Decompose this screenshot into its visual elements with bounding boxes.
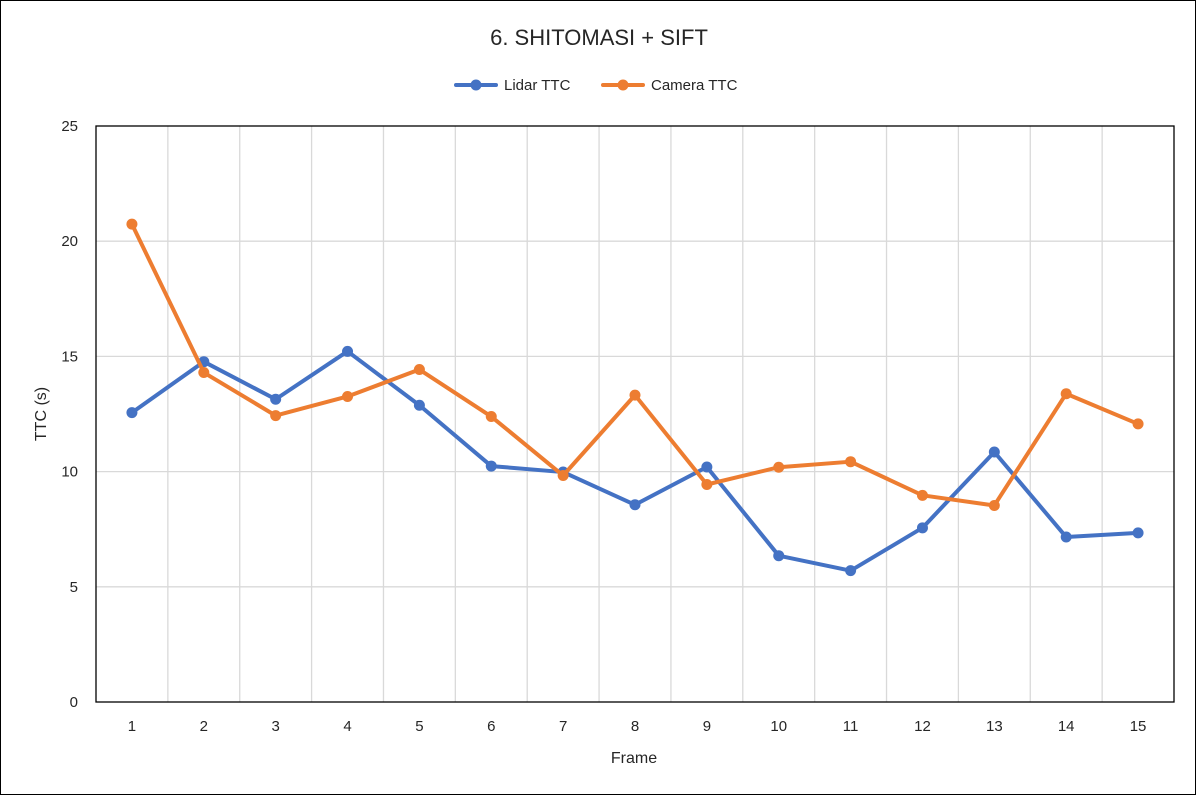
y-tick-label: 10: [61, 464, 78, 481]
series-camera-ttc: [126, 218, 1144, 511]
x-tick-label: 5: [415, 718, 423, 735]
data-point-lidar-ttc: [916, 522, 928, 534]
y-tick-label: 25: [61, 118, 78, 135]
y-tick-label: 0: [70, 694, 78, 711]
x-tick-label: 1: [128, 718, 136, 735]
x-tick-label: 4: [343, 718, 351, 735]
x-tick-label: 7: [559, 718, 567, 735]
y-tick-label: 5: [70, 579, 78, 596]
x-tick-label: 2: [200, 718, 208, 735]
data-point-lidar-ttc: [773, 550, 785, 562]
series-line-lidar-ttc: [129, 349, 1141, 573]
data-point-camera-ttc: [773, 461, 785, 473]
series-line-camera-ttc: [129, 222, 1141, 508]
x-tick-label: 6: [487, 718, 495, 735]
legend-label-camera: Camera TTC: [651, 77, 738, 94]
data-point-lidar-ttc: [1060, 531, 1072, 543]
legend-marker-lidar: [470, 79, 482, 91]
data-point-lidar-ttc: [485, 460, 497, 472]
x-tick-label: 9: [703, 718, 711, 735]
plot-area-border: [95, 125, 1175, 703]
data-point-lidar-ttc: [126, 407, 138, 419]
data-point-lidar-ttc: [1132, 527, 1144, 539]
data-point-camera-ttc: [629, 389, 641, 401]
x-tick-label: 10: [770, 718, 787, 735]
gridlines: [96, 126, 1174, 702]
series-lines: [126, 218, 1144, 577]
data-point-lidar-ttc: [270, 393, 282, 405]
data-point-lidar-ttc: [845, 565, 857, 577]
legend: Lidar TTC Camera TTC: [454, 77, 738, 94]
x-tick-label: 15: [1130, 718, 1147, 735]
data-point-camera-ttc: [485, 411, 497, 423]
x-tick-label: 11: [843, 718, 859, 735]
data-point-camera-ttc: [557, 470, 569, 482]
y-axis-label: TTC (s): [33, 387, 50, 441]
chart-title: 6. SHITOMASI + SIFT: [490, 25, 708, 50]
x-axis-label: Frame: [611, 750, 657, 767]
data-point-camera-ttc: [988, 499, 1000, 511]
x-tick-label: 13: [986, 718, 1003, 735]
data-point-camera-ttc: [342, 390, 354, 402]
legend-marker-camera: [617, 79, 629, 91]
y-tick-label: 15: [61, 348, 78, 365]
data-point-lidar-ttc: [701, 461, 713, 473]
data-point-camera-ttc: [413, 364, 425, 376]
x-tick-label: 3: [271, 718, 279, 735]
data-point-camera-ttc: [701, 479, 713, 491]
data-point-lidar-ttc: [988, 446, 1000, 458]
y-tick-labels: 0 5 10 15 20 25: [61, 118, 78, 711]
legend-item-camera: Camera TTC: [601, 77, 738, 94]
data-point-camera-ttc: [916, 489, 928, 501]
x-tick-labels: 1 2 3 4 5 6 7 8 9 10 11 12 13 14 15: [128, 718, 1147, 735]
series-lidar-ttc: [126, 345, 1144, 577]
x-tick-label: 14: [1058, 718, 1075, 735]
data-point-lidar-ttc: [342, 345, 354, 357]
data-point-camera-ttc: [845, 456, 857, 468]
legend-label-lidar: Lidar TTC: [504, 77, 571, 94]
data-point-camera-ttc: [1132, 418, 1144, 430]
y-tick-label: 20: [61, 233, 78, 250]
x-tick-label: 8: [631, 718, 639, 735]
data-point-camera-ttc: [270, 410, 282, 422]
data-point-camera-ttc: [126, 218, 138, 230]
data-point-lidar-ttc: [413, 399, 425, 411]
x-tick-label: 12: [914, 718, 931, 735]
data-point-camera-ttc: [198, 367, 210, 379]
data-point-camera-ttc: [1060, 388, 1072, 400]
data-point-lidar-ttc: [629, 499, 641, 511]
legend-item-lidar: Lidar TTC: [454, 77, 571, 94]
